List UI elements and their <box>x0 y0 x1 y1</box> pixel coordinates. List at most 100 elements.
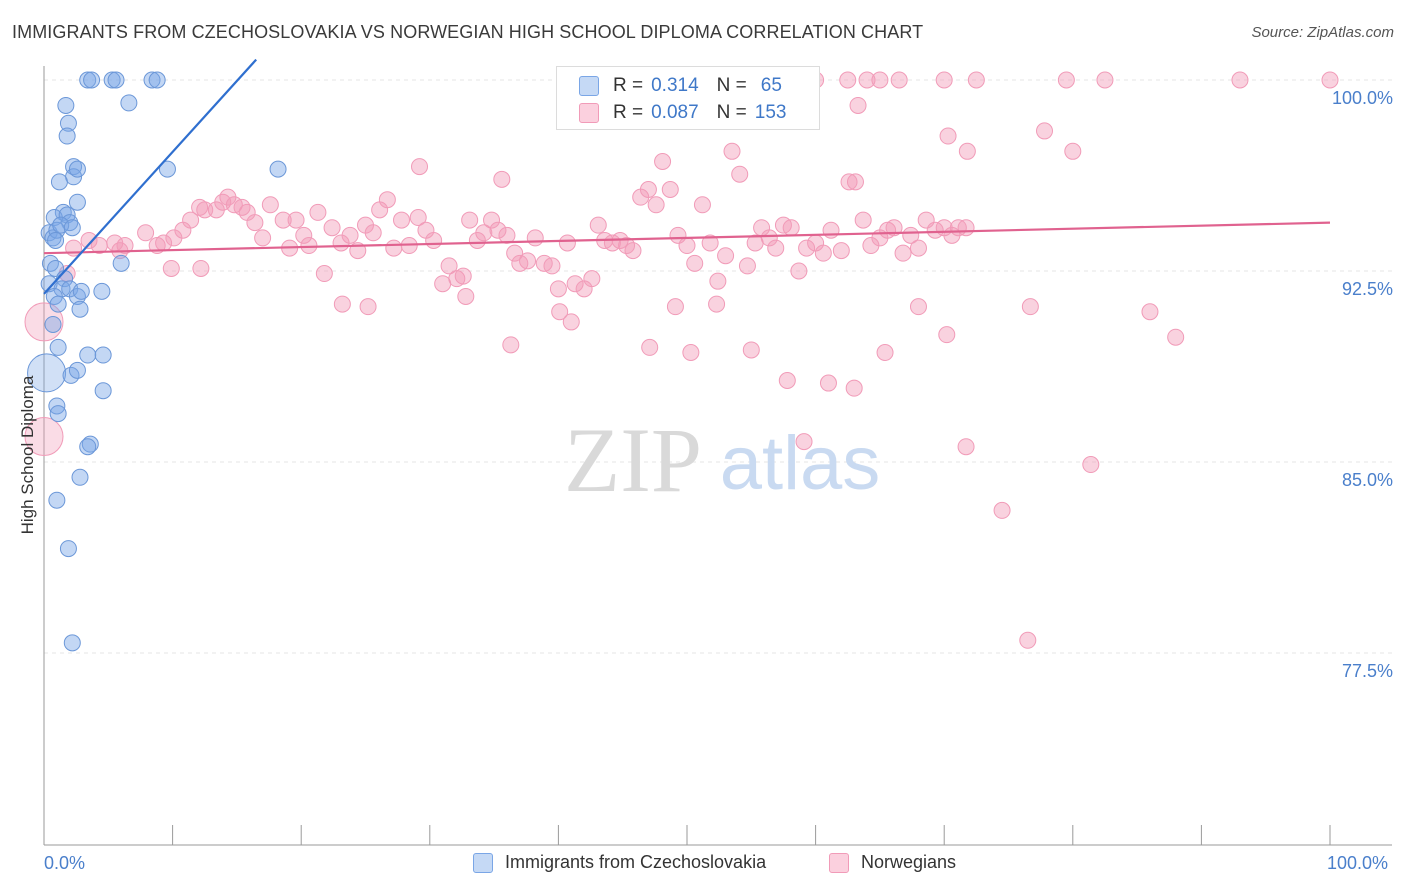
data-point <box>63 634 81 652</box>
data-point <box>409 209 427 227</box>
data-point <box>967 71 985 89</box>
data-point <box>192 259 210 277</box>
data-point <box>457 287 475 305</box>
legend-r-label: R = <box>613 102 644 123</box>
chart-title: IMMIGRANTS FROM CZECHOSLOVAKIA VS NORWEG… <box>12 22 924 42</box>
data-point <box>935 71 953 89</box>
data-point <box>1036 122 1054 140</box>
legend-swatch-blue <box>473 852 493 873</box>
data-point <box>68 193 86 211</box>
y-tick-label: 92.5% <box>1342 279 1393 299</box>
data-point <box>678 237 696 255</box>
data-point <box>254 229 272 247</box>
trend-line-norwegians <box>43 221 1331 255</box>
x-tick-label-max: 100.0% <box>1327 853 1389 873</box>
data-point <box>1082 456 1100 474</box>
y-tick-label: 100.0% <box>1332 88 1393 108</box>
data-point <box>48 491 66 509</box>
data-point <box>59 540 77 558</box>
data-point <box>323 219 341 237</box>
data-point <box>68 160 86 178</box>
data-point <box>103 71 121 89</box>
data-point <box>723 142 741 160</box>
data-point <box>519 252 537 270</box>
data-point <box>475 224 493 242</box>
data-point <box>461 211 479 229</box>
trend-line-czechoslovakia <box>43 58 258 295</box>
data-point <box>543 257 561 275</box>
data-point <box>489 221 507 239</box>
data-point <box>71 468 89 486</box>
data-point <box>742 341 760 359</box>
watermark: ZIP atlas <box>564 409 880 511</box>
data-point <box>196 201 214 219</box>
data-point <box>839 71 857 89</box>
legend-n-label: N = <box>716 75 747 96</box>
data-point <box>717 247 735 265</box>
data-point <box>822 221 840 239</box>
data-point <box>143 71 161 89</box>
y-axis-label: High School Diploma <box>18 375 37 535</box>
data-point <box>24 302 64 342</box>
legend-n-label: N = <box>716 102 747 123</box>
data-point <box>191 198 209 216</box>
data-point <box>116 237 134 255</box>
legend-swatch-blue <box>579 76 599 96</box>
data-point <box>957 219 975 237</box>
data-point <box>162 259 180 277</box>
data-point <box>583 270 601 288</box>
watermark-atlas: atlas <box>720 421 881 506</box>
data-point <box>1096 71 1114 89</box>
data-point <box>562 313 580 331</box>
data-point <box>79 438 97 456</box>
data-point <box>760 229 778 247</box>
data-point <box>1019 631 1037 649</box>
data-point <box>72 282 90 300</box>
data-point <box>641 338 659 356</box>
data-point <box>654 152 672 170</box>
data-point <box>902 226 920 244</box>
data-point <box>666 298 684 316</box>
data-point <box>957 438 975 456</box>
data-point <box>686 254 704 272</box>
data-point <box>790 262 808 280</box>
gridlines <box>44 79 1395 654</box>
data-point <box>832 242 850 260</box>
legend-item-label: Norwegians <box>861 852 957 872</box>
data-point <box>506 244 524 262</box>
legend-r-value: 0.087 <box>651 102 699 123</box>
data-point <box>300 237 318 255</box>
data-point <box>50 173 68 191</box>
data-point <box>333 295 351 313</box>
data-point <box>845 379 863 397</box>
data-point <box>871 71 889 89</box>
data-point <box>1141 303 1159 321</box>
data-point <box>24 417 64 457</box>
data-point <box>93 282 111 300</box>
data-point <box>59 114 77 132</box>
data-point <box>849 96 867 114</box>
data-point <box>483 211 501 229</box>
data-point <box>269 160 287 178</box>
data-point <box>79 71 97 89</box>
legend-r-label: R = <box>613 75 644 96</box>
data-point <box>549 280 567 298</box>
data-point <box>40 275 58 293</box>
data-point <box>434 275 452 293</box>
data-point <box>295 226 313 244</box>
data-point <box>58 127 76 145</box>
data-point <box>79 346 97 364</box>
data-point <box>83 71 101 89</box>
data-point <box>80 231 98 249</box>
axes <box>43 66 1392 846</box>
data-point <box>41 254 59 272</box>
data-point <box>661 181 679 199</box>
data-point <box>738 257 756 275</box>
data-point <box>341 226 359 244</box>
data-point <box>45 287 63 305</box>
data-point <box>819 374 837 392</box>
data-point <box>814 244 832 262</box>
data-point <box>647 196 665 214</box>
series-norwegians <box>24 71 1339 649</box>
